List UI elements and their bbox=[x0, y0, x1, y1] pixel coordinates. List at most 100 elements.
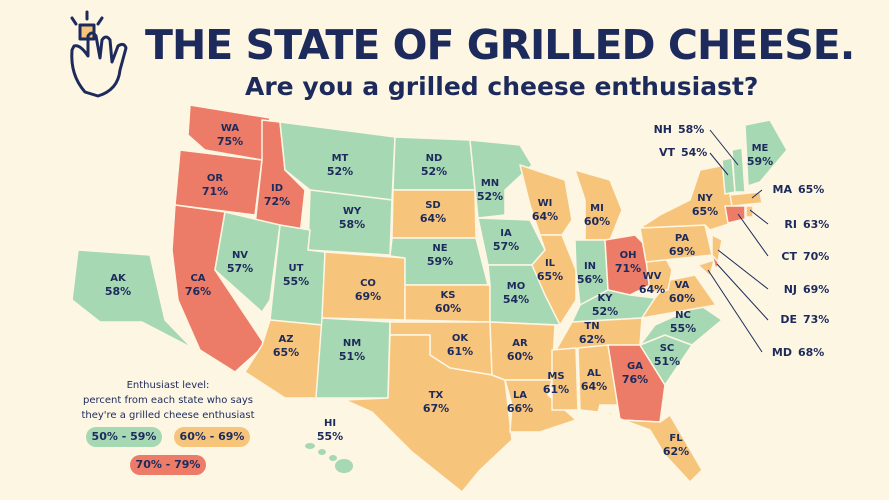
state-value-label: 64% bbox=[420, 212, 446, 225]
state-value-label: 58% bbox=[678, 123, 704, 136]
state-abbr: RI bbox=[784, 218, 797, 231]
state-value-label: 52% bbox=[477, 190, 503, 203]
legend-swatch bbox=[174, 427, 250, 447]
state-value-label: 51% bbox=[654, 355, 680, 368]
state-value-label: 69% bbox=[669, 245, 695, 258]
state-abbr: CA bbox=[190, 273, 205, 284]
state-abbr: TX bbox=[429, 390, 444, 401]
state-abbr: NY bbox=[697, 193, 713, 204]
state-abbr: WY bbox=[343, 206, 362, 217]
state-value-label: 76% bbox=[185, 285, 211, 298]
state-abbr: NC bbox=[675, 310, 691, 321]
state-value-label: 63% bbox=[803, 218, 829, 231]
state-value-label: 59% bbox=[747, 155, 773, 168]
state-value-label: 66% bbox=[507, 402, 533, 415]
legend-title: Enthusiast level: bbox=[127, 380, 210, 391]
state-value-label: 56% bbox=[577, 273, 603, 286]
state-value-label: 55% bbox=[317, 430, 343, 443]
state-abbr: IN bbox=[584, 261, 596, 272]
state-value-label: 60% bbox=[669, 292, 695, 305]
state-value-label: 51% bbox=[339, 350, 365, 363]
state-shape bbox=[745, 205, 754, 218]
state-shape bbox=[187, 104, 271, 161]
state-abbr: LA bbox=[513, 390, 527, 401]
legend-title: percent from each state who says bbox=[83, 395, 253, 406]
state-value-label: 73% bbox=[803, 313, 829, 326]
state-value-label: 62% bbox=[663, 445, 689, 458]
state-abbr: VT bbox=[659, 146, 676, 159]
state-abbr: OH bbox=[620, 250, 637, 261]
state-value-label: 52% bbox=[421, 165, 447, 178]
legend-label: 50% - 59% bbox=[92, 430, 157, 443]
state-abbr: UT bbox=[289, 263, 304, 274]
state-value-label: 62% bbox=[579, 333, 605, 346]
state-value-label: 54% bbox=[503, 293, 529, 306]
state-abbr: KS bbox=[441, 290, 456, 301]
state-abbr: TN bbox=[584, 321, 599, 332]
legend-label: 60% - 69% bbox=[180, 430, 245, 443]
state-abbr: OR bbox=[207, 173, 224, 184]
state-value-label: 64% bbox=[532, 210, 558, 223]
state-value-label: 76% bbox=[622, 373, 648, 386]
leader-lines bbox=[707, 129, 769, 353]
state-shape bbox=[641, 274, 717, 319]
state-value-label: 59% bbox=[427, 255, 453, 268]
state-shape bbox=[599, 404, 703, 483]
state-value-label: 60% bbox=[507, 350, 533, 363]
state-value-label: 52% bbox=[327, 165, 353, 178]
state-shape bbox=[639, 304, 723, 346]
state-shape bbox=[731, 147, 746, 193]
state-value-label: 69% bbox=[803, 283, 829, 296]
state-value-label: 60% bbox=[435, 302, 461, 315]
state-abbr: MO bbox=[507, 281, 525, 292]
state-abbr: OK bbox=[452, 333, 470, 344]
state-abbr: MA bbox=[773, 183, 793, 196]
island bbox=[335, 459, 353, 473]
state-abbr: ID bbox=[271, 183, 283, 194]
state-value-label: 64% bbox=[639, 283, 665, 296]
state-abbr: FL bbox=[669, 433, 683, 444]
states bbox=[71, 104, 788, 493]
state-abbr: KY bbox=[598, 293, 614, 304]
state-shape bbox=[697, 259, 715, 277]
state-value-label: 69% bbox=[355, 290, 381, 303]
state-abbr: IL bbox=[545, 258, 556, 269]
state-shape bbox=[469, 139, 533, 219]
state-value-label: 75% bbox=[217, 135, 243, 148]
state-value-label: 57% bbox=[493, 240, 519, 253]
legend-swatch bbox=[130, 455, 206, 475]
state-abbr: AZ bbox=[279, 334, 294, 345]
state-abbr: AR bbox=[512, 338, 528, 349]
state-abbr: MT bbox=[332, 153, 349, 164]
state-abbr: SD bbox=[425, 200, 441, 211]
state-abbr: CT bbox=[781, 250, 797, 263]
state-abbr: IA bbox=[500, 228, 512, 239]
state-shape bbox=[214, 211, 281, 313]
legend-title: they're a grilled cheese enthusiast bbox=[81, 410, 254, 421]
state-abbr: MS bbox=[547, 371, 564, 382]
state-value-label: 55% bbox=[670, 322, 696, 335]
state-shape bbox=[711, 234, 723, 263]
state-shape bbox=[305, 443, 353, 473]
state-abbr: NH bbox=[654, 123, 672, 136]
island bbox=[318, 449, 326, 455]
state-value-label: 60% bbox=[584, 215, 610, 228]
state-abbr: WI bbox=[538, 198, 553, 209]
state-abbr: NE bbox=[432, 243, 447, 254]
state-value-label: 61% bbox=[447, 345, 473, 358]
state-shape bbox=[344, 334, 513, 493]
island bbox=[329, 455, 337, 461]
state-abbr: DE bbox=[780, 313, 797, 326]
state-shape bbox=[607, 344, 666, 423]
state-abbr: NV bbox=[232, 250, 248, 261]
state-shape bbox=[531, 234, 577, 326]
state-abbr: GA bbox=[627, 361, 643, 372]
state-value-label: 68% bbox=[798, 346, 824, 359]
state-value-label: 67% bbox=[423, 402, 449, 415]
state-shape bbox=[174, 149, 263, 216]
state-abbr: MD bbox=[772, 346, 792, 359]
state-abbr: ME bbox=[752, 143, 769, 154]
state-value-label: 65% bbox=[798, 183, 824, 196]
